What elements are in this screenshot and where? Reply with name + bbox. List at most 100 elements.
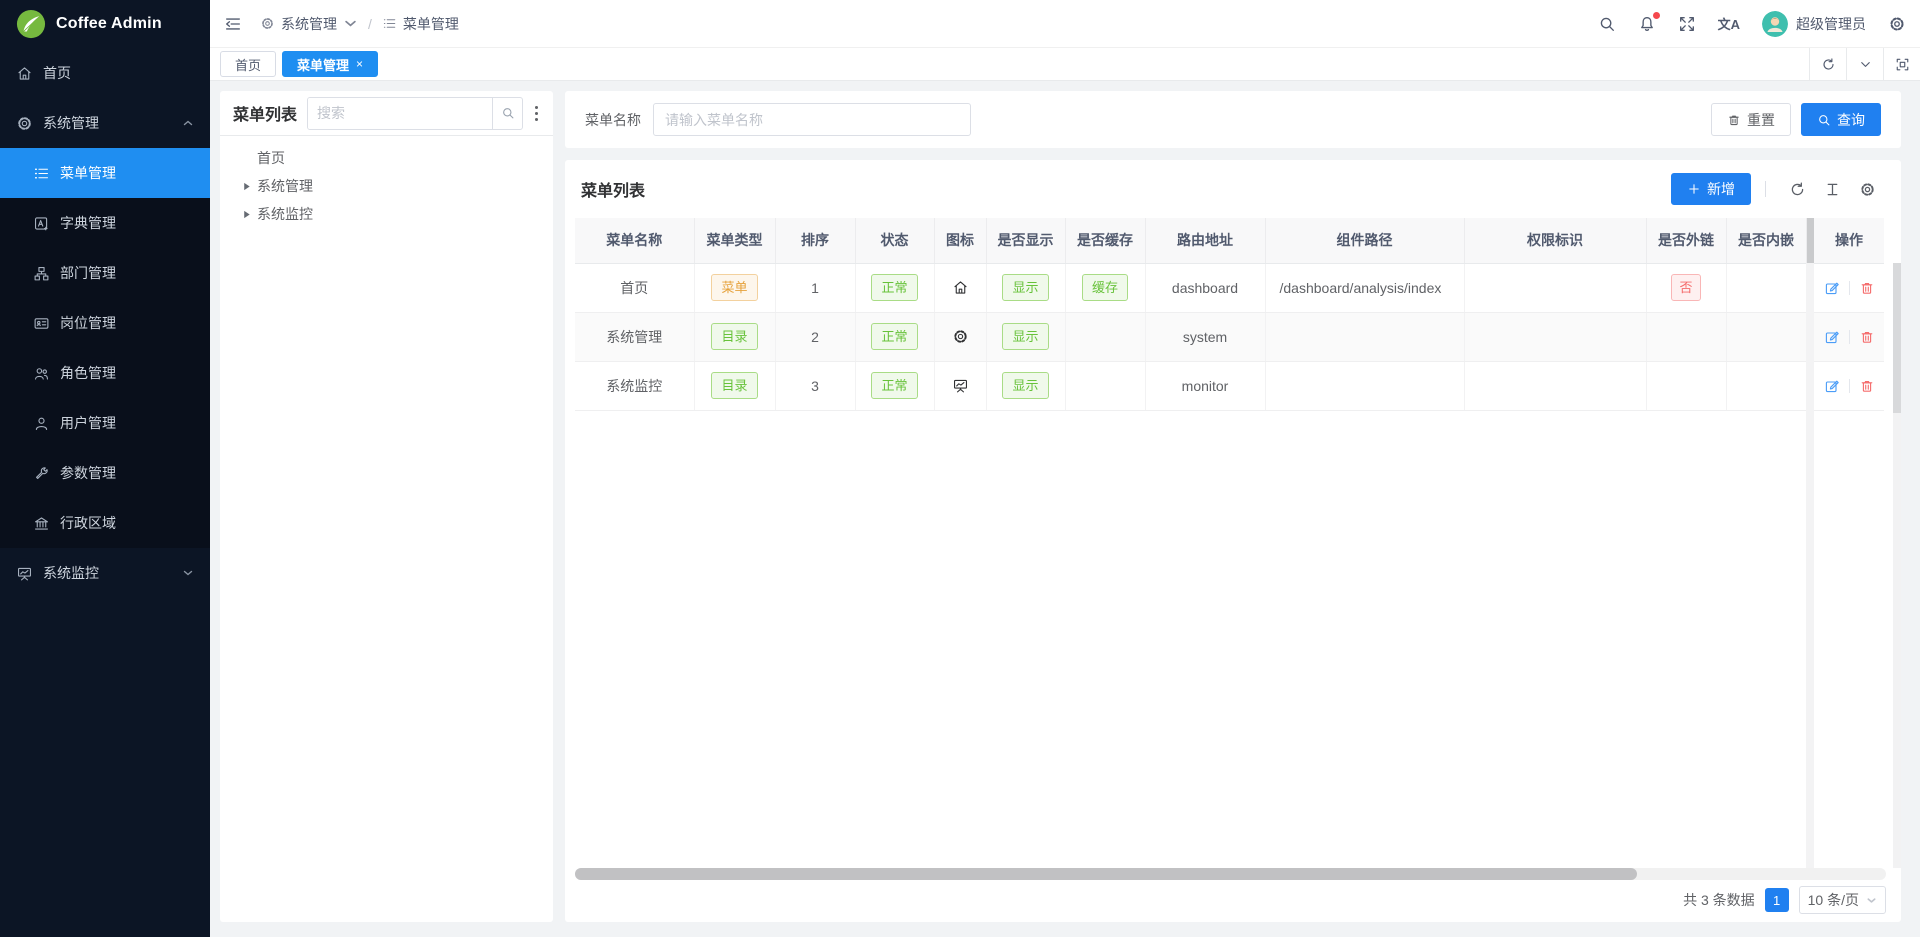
sidebar-item-monitor[interactable]: 系统监控: [0, 548, 210, 598]
add-button[interactable]: 新增: [1671, 173, 1751, 205]
tree-search-input[interactable]: [308, 97, 492, 129]
visible-tag: 显示: [1002, 323, 1049, 350]
visible-tag: 显示: [1002, 274, 1049, 301]
cell-menu-name: 系统管理: [575, 312, 695, 362]
delete-icon[interactable]: [1859, 378, 1875, 394]
row-actions: [1814, 280, 1884, 296]
caret-placeholder: [241, 153, 252, 164]
row-actions: [1814, 329, 1884, 345]
tree-search-button[interactable]: [492, 97, 522, 129]
sidebar-menu: 首页 系统管理 菜单管理 字典管理 部门管理: [0, 48, 210, 598]
tree-more-button[interactable]: [533, 102, 540, 125]
menu-name-input[interactable]: [653, 103, 971, 136]
settings-button[interactable]: [1888, 15, 1906, 33]
page-1-button[interactable]: 1: [1764, 888, 1789, 912]
sidebar-item-menu-mgmt[interactable]: 菜单管理: [0, 148, 210, 198]
fullscreen-icon: [1679, 16, 1694, 31]
delete-icon[interactable]: [1859, 280, 1875, 296]
notifications-button[interactable]: [1638, 11, 1660, 33]
fullscreen-button[interactable]: [1678, 15, 1696, 33]
page-size-select[interactable]: 10 条/页: [1798, 886, 1886, 914]
horizontal-scrollbar[interactable]: [575, 868, 1886, 880]
vertical-scrollbar[interactable]: [1893, 263, 1901, 868]
action-divider: [1848, 329, 1850, 344]
sidebar-item-system[interactable]: 系统管理: [0, 98, 210, 148]
sidebar-item-post-mgmt[interactable]: 岗位管理: [0, 298, 210, 348]
tree-node-home[interactable]: 首页: [220, 144, 553, 172]
list-icon: [34, 167, 49, 179]
table-row: 系统监控 目录 3 正常 显示 monitor: [575, 361, 1884, 411]
sidebar-item-label: 系统管理: [43, 115, 99, 131]
caret-right-icon[interactable]: [241, 181, 252, 192]
search-icon: [1819, 114, 1830, 125]
sidebar-item-param-mgmt[interactable]: 参数管理: [0, 448, 210, 498]
global-search-button[interactable]: [1598, 15, 1616, 33]
edit-icon[interactable]: [1824, 378, 1840, 394]
refresh-icon[interactable]: [1789, 181, 1806, 198]
breadcrumb-current[interactable]: 菜单管理: [382, 14, 459, 34]
column-settings-icon[interactable]: [1859, 181, 1876, 198]
list-icon: [383, 19, 396, 28]
tree-node-label: 首页: [257, 150, 285, 166]
table-header-row: 菜单名称 菜单类型 排序 状态 图标 是否显示 是否缓存 路由地址 组件路径: [575, 218, 1884, 264]
tree-node-monitor[interactable]: 系统监控: [220, 200, 553, 228]
leaf-logo-icon: [16, 9, 46, 39]
tab-menu-mgmt[interactable]: 菜单管理 ×: [282, 51, 379, 77]
fixed-column-scroll-track[interactable]: [1806, 263, 1814, 880]
trash-icon: [1729, 115, 1739, 125]
sidebar-item-dict-mgmt[interactable]: 字典管理: [0, 198, 210, 248]
sidebar-fold-button[interactable]: [224, 15, 242, 33]
horizontal-scrollbar-thumb[interactable]: [575, 868, 1637, 880]
tab-more-button[interactable]: [1846, 48, 1883, 80]
tree-node-system[interactable]: 系统管理: [220, 172, 553, 200]
sidebar-item-dept-mgmt[interactable]: 部门管理: [0, 248, 210, 298]
sidebar-item-label: 岗位管理: [60, 315, 116, 331]
table-vscrollbar-thumb[interactable]: [1805, 218, 1814, 264]
edit-icon[interactable]: [1824, 280, 1840, 296]
sidebar-item-user-mgmt[interactable]: 用户管理: [0, 398, 210, 448]
table-card-header: 菜单列表 新增: [565, 160, 1901, 218]
menu-tree: 首页 系统管理 系统监控: [220, 136, 553, 236]
delete-icon[interactable]: [1859, 329, 1875, 345]
user-menu[interactable]: 超级管理员: [1762, 10, 1866, 37]
query-button[interactable]: 查询: [1801, 103, 1881, 136]
row-height-icon[interactable]: [1824, 181, 1841, 198]
tab-bar: 首页 菜单管理 ×: [210, 48, 1920, 81]
tab-home[interactable]: 首页: [220, 51, 277, 77]
sidebar-item-region-mgmt[interactable]: 行政区域: [0, 498, 210, 548]
tab-refresh-button[interactable]: [1809, 48, 1846, 80]
edit-icon[interactable]: [1824, 329, 1840, 345]
col-icon: 图标: [934, 218, 987, 264]
search-icon: [502, 108, 513, 119]
cache-tag: 缓存: [1081, 274, 1128, 301]
col-menu-name: 菜单名称: [575, 218, 695, 264]
vertical-scrollbar-thumb[interactable]: [1893, 263, 1901, 413]
close-icon[interactable]: ×: [356, 57, 364, 71]
status-tag: 正常: [871, 274, 918, 301]
tree-panel-title: 菜单列表: [233, 107, 298, 124]
caret-right-icon[interactable]: [241, 209, 252, 220]
cell-route: dashboard: [1145, 263, 1266, 313]
roles-icon: [34, 367, 49, 380]
maximize-icon: [1896, 58, 1908, 70]
reset-button[interactable]: 重置: [1711, 103, 1791, 136]
locale-switch-button[interactable]: 文A: [1718, 14, 1740, 33]
visible-tag: 显示: [1002, 372, 1049, 399]
breadcrumb-parent[interactable]: 系统管理: [260, 14, 358, 34]
sidebar-item-role-mgmt[interactable]: 角色管理: [0, 348, 210, 398]
main-area: 系统管理 / 菜单管理: [210, 0, 1920, 937]
dictionary-icon: [34, 216, 48, 230]
monitor-icon: [17, 567, 32, 580]
sidebar-item-label: 参数管理: [60, 465, 116, 481]
cell-order: 3: [775, 361, 856, 411]
filter-bar: 菜单名称 重置 查询: [565, 91, 1901, 148]
cell-embedded: [1726, 312, 1807, 362]
sidebar-item-home[interactable]: 首页: [0, 48, 210, 98]
sidebar-item-label: 部门管理: [60, 265, 116, 281]
action-divider: [1848, 378, 1850, 393]
col-cache: 是否缓存: [1065, 218, 1146, 264]
content-fullscreen-button[interactable]: [1883, 48, 1920, 80]
sidebar-submenu-system: 菜单管理 字典管理 部门管理 岗位管理 角色管理: [0, 148, 210, 548]
top-header: 系统管理 / 菜单管理: [210, 0, 1920, 48]
